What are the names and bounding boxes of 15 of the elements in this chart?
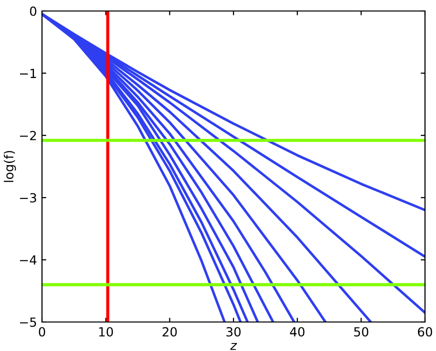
x-tick-label: 0 — [38, 327, 46, 337]
x-tick-label: 30 — [226, 327, 241, 337]
y-tick-label: −4 — [20, 255, 36, 265]
x-tick-label: 50 — [354, 327, 368, 337]
x-tick-label: 10 — [99, 327, 113, 337]
y-axis-title: log(f) — [4, 150, 16, 182]
x-tick-label: 60 — [418, 327, 432, 337]
x-axis-title: z — [230, 343, 238, 350]
y-tick-label: −5 — [20, 318, 36, 327]
x-tick-label: 40 — [290, 327, 304, 337]
y-tick-label: 0 — [30, 6, 36, 16]
y-tick-label: −3 — [20, 193, 36, 203]
y-tick-label: −1 — [20, 68, 36, 78]
x-tick-label: 20 — [162, 327, 177, 337]
y-tick-label: −2 — [20, 130, 36, 140]
